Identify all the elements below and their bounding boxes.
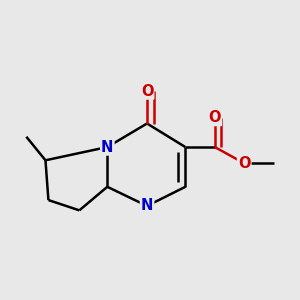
Text: O: O <box>208 110 221 125</box>
Text: O: O <box>238 156 250 171</box>
Text: O: O <box>141 84 153 99</box>
Text: N: N <box>101 140 113 154</box>
Text: N: N <box>141 198 153 213</box>
